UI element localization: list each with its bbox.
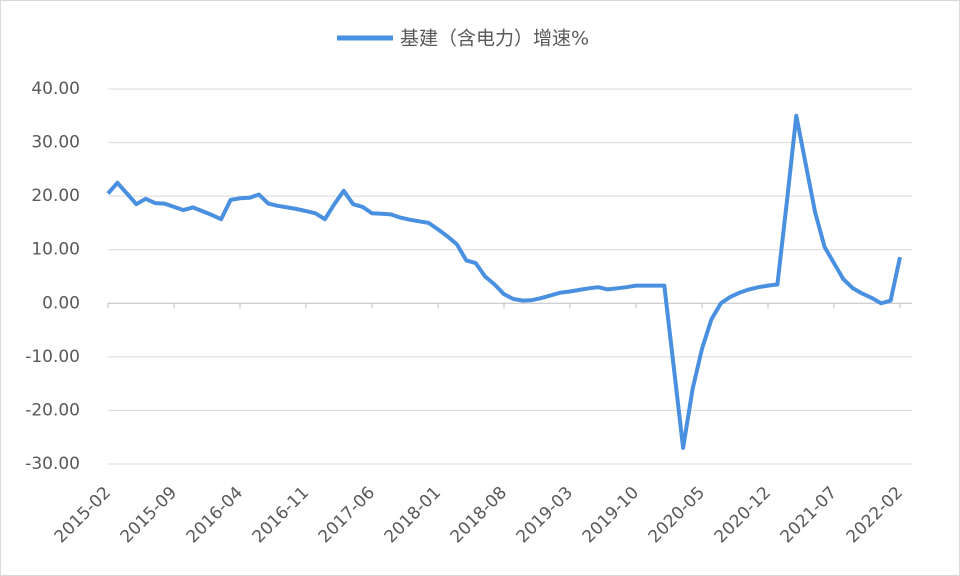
- y-tick-label: -20.00: [25, 400, 80, 420]
- y-tick-label: 0.00: [42, 293, 80, 313]
- y-tick-label: 20.00: [31, 186, 80, 206]
- y-tick-label: 30.00: [31, 133, 80, 153]
- legend-label: 基建（含电力）增速%: [400, 28, 589, 50]
- y-tick-label: 10.00: [31, 240, 80, 260]
- series-line: [106, 113, 902, 450]
- y-tick-label: -30.00: [25, 454, 80, 474]
- y-tick-label: -10.00: [25, 347, 80, 367]
- y-tick-label: 40.00: [31, 79, 80, 99]
